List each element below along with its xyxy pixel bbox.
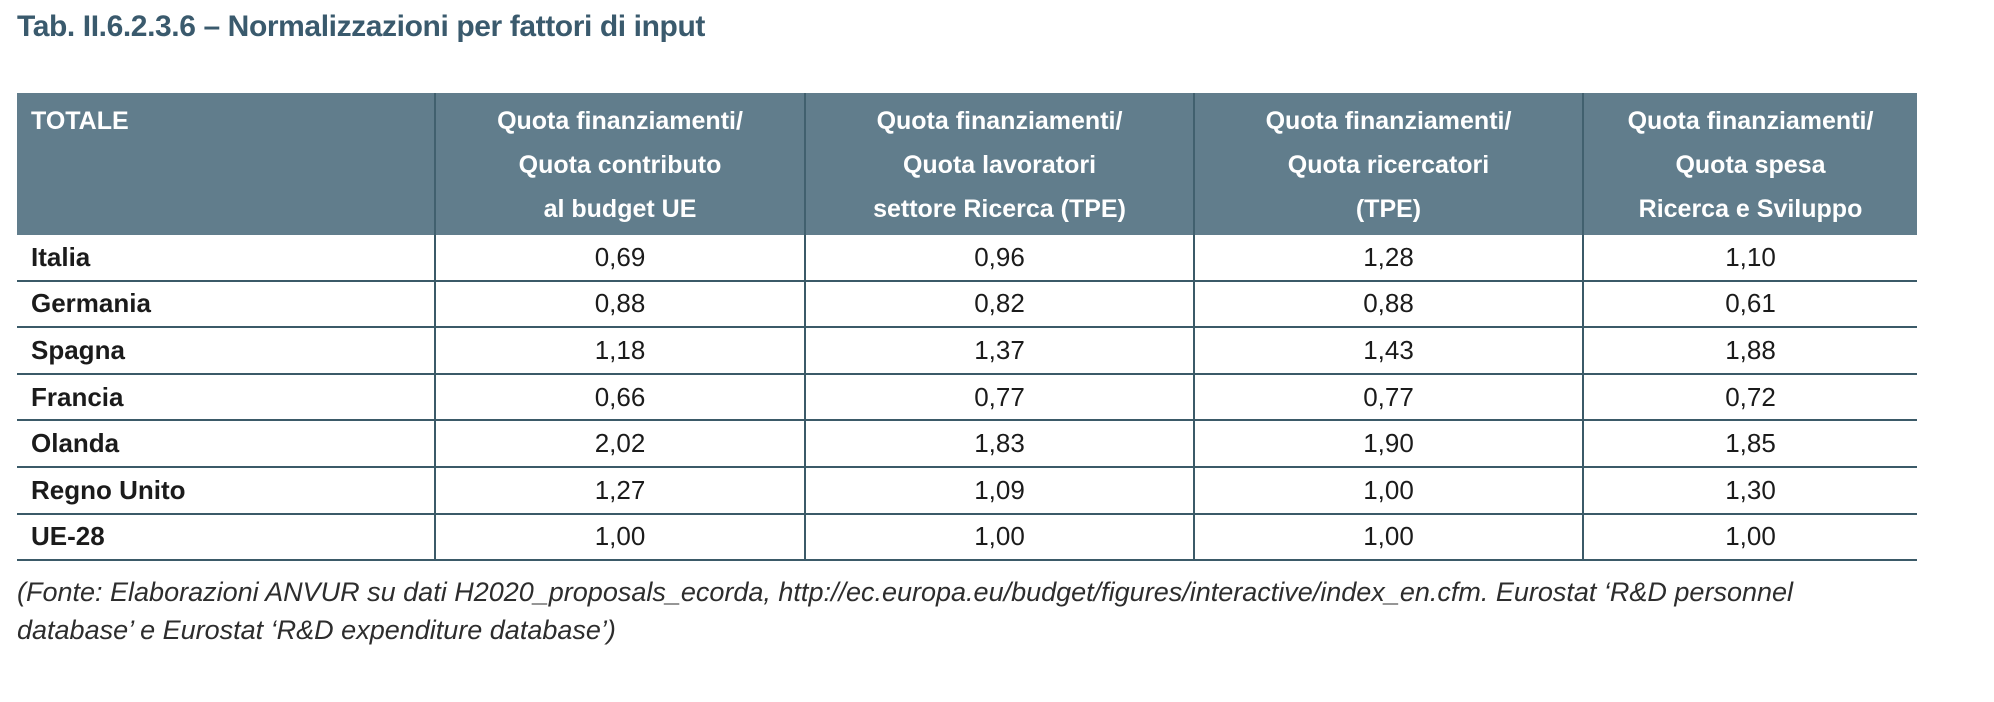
cell-value: 0,88 xyxy=(1193,281,1582,327)
table-row-ue-28: UE-28 1,00 1,00 1,00 1,00 xyxy=(17,514,1917,562)
header-line: Quota contributo xyxy=(518,151,722,179)
row-label: Germania xyxy=(31,288,151,319)
cell-value: 0,77 xyxy=(1193,374,1582,420)
cell-value: 0,82 xyxy=(804,281,1193,327)
cell-value: 1,30 xyxy=(1582,467,1917,513)
cell-value: 1,90 xyxy=(1193,421,1582,466)
row-label: Spagna xyxy=(31,334,125,365)
table-title: Tab. II.6.2.3.6 – Normalizzazioni per fa… xyxy=(17,10,705,43)
normalizzazioni-table: TOTALE Quota finanziamenti/ Quota contri… xyxy=(17,93,1917,562)
cell-value: 1,37 xyxy=(804,328,1193,373)
header-line: Ricerca e Sviluppo xyxy=(1638,195,1863,223)
header-cell-quota-ricercatori: Quota finanziamenti/ Quota ricercatori (… xyxy=(1193,93,1582,235)
row-label: Olanda xyxy=(31,428,120,459)
table-row-germania: Germania 0,88 0,82 0,88 0,61 xyxy=(17,281,1917,329)
header-line: (TPE) xyxy=(1355,195,1422,223)
row-label: Francia xyxy=(31,381,124,412)
cell-value: 1,00 xyxy=(1193,514,1582,560)
table-row-regno-unito: Regno Unito 1,27 1,09 1,00 1,30 xyxy=(17,467,1917,515)
row-label: UE-28 xyxy=(31,521,105,552)
table-row-francia: Francia 0,66 0,77 0,77 0,72 xyxy=(17,374,1917,422)
source-note-line-1: (Fonte: Elaborazioni ANVUR su dati H2020… xyxy=(17,577,1794,607)
cell-value: 1,27 xyxy=(434,467,804,513)
cell-value: 0,72 xyxy=(1582,374,1917,420)
cell-value: 1,10 xyxy=(1582,235,1917,280)
cell-value: 0,88 xyxy=(434,281,804,327)
cell-value: 1,00 xyxy=(1582,514,1917,560)
table-row-italia: Italia 0,69 0,96 1,28 1,10 xyxy=(17,235,1917,282)
cell-value: 2,02 xyxy=(434,421,804,466)
cell-value: 1,43 xyxy=(1193,328,1582,373)
cell-value: 0,77 xyxy=(804,374,1193,420)
header-cell-quota-contributo: Quota finanziamenti/ Quota contributo al… xyxy=(434,93,804,235)
header-line: Quota finanziamenti/ xyxy=(1627,107,1874,135)
cell-value: 1,09 xyxy=(804,467,1193,513)
table-header-row: TOTALE Quota finanziamenti/ Quota contri… xyxy=(17,93,1917,235)
header-line: Quota ricercatori xyxy=(1287,151,1490,179)
header-line: Quota finanziamenti/ xyxy=(497,107,743,135)
table-body: Italia 0,69 0,96 1,28 1,10 Germania 0,88… xyxy=(17,235,1917,562)
cell-value: 0,61 xyxy=(1582,281,1917,327)
cell-value: 1,18 xyxy=(434,328,804,373)
table-row-olanda: Olanda 2,02 1,83 1,90 1,85 xyxy=(17,421,1917,468)
header-line: al budget UE xyxy=(543,195,697,223)
cell-value: 1,28 xyxy=(1193,235,1582,280)
cell-value: 0,96 xyxy=(804,235,1193,280)
source-note-line-2: database’ e Eurostat ‘R&D expenditure da… xyxy=(17,615,616,645)
cell-value: 1,00 xyxy=(1193,467,1582,513)
cell-value: 0,66 xyxy=(434,374,804,420)
row-label: Regno Unito xyxy=(31,474,186,505)
cell-value: 0,69 xyxy=(434,235,804,280)
header-line: settore Ricerca (TPE) xyxy=(873,195,1126,223)
table-row-spagna: Spagna 1,18 1,37 1,43 1,88 xyxy=(17,328,1917,375)
header-line: Quota lavoratori xyxy=(902,151,1097,179)
header-cell-quota-lavoratori: Quota finanziamenti/ Quota lavoratori se… xyxy=(804,93,1193,235)
source-note: (Fonte: Elaborazioni ANVUR su dati H2020… xyxy=(17,573,1927,649)
cell-value: 1,88 xyxy=(1582,328,1917,373)
header-line: Quota finanziamenti/ xyxy=(876,107,1123,135)
row-label: Italia xyxy=(31,241,91,272)
cell-value: 1,85 xyxy=(1582,421,1917,466)
cell-value: 1,83 xyxy=(804,421,1193,466)
header-line: Quota finanziamenti/ xyxy=(1265,107,1512,135)
cell-value: 1,00 xyxy=(804,514,1193,560)
header-cell-quota-spesa: Quota finanziamenti/ Quota spesa Ricerca… xyxy=(1582,93,1917,235)
header-line: Quota spesa xyxy=(1675,151,1826,179)
cell-value: 1,00 xyxy=(434,514,804,560)
header-cell-totale: TOTALE xyxy=(31,107,129,135)
